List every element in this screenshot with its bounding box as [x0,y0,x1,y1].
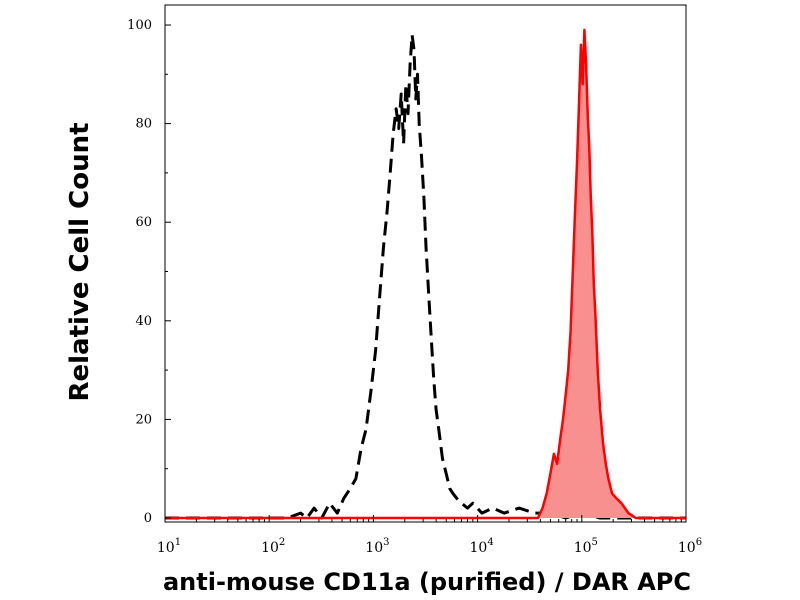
y-tick-label: 20 [135,412,152,427]
y-tick-label: 100 [127,18,152,33]
x-tick-label: 101 [157,537,181,556]
series-layer [165,28,686,520]
x-axis-ticks: 101 102 103 104 105 106 [157,515,702,556]
x-tick-label: 103 [365,537,389,556]
series-2-line [165,28,686,520]
x-tick-label: 104 [469,537,493,556]
x-tick-label: 102 [261,537,285,556]
y-tick-label: 0 [144,511,152,526]
plot-frame [164,4,687,523]
y-axis-ticks: 0 20 40 60 80 100 [127,18,171,526]
x-axis-label: anti-mouse CD11a (purified) / DAR APC [163,568,691,596]
y-axis-label: Relative Cell Count [65,122,95,401]
y-tick-label: 60 [135,215,152,230]
series-1-line [165,33,686,520]
x-tick-label: 105 [574,537,598,556]
x-tick-label: 106 [678,537,702,556]
y-tick-label: 40 [135,314,152,329]
y-tick-label: 80 [135,117,152,132]
series-2-fill [165,29,686,519]
plot-border [164,4,687,523]
